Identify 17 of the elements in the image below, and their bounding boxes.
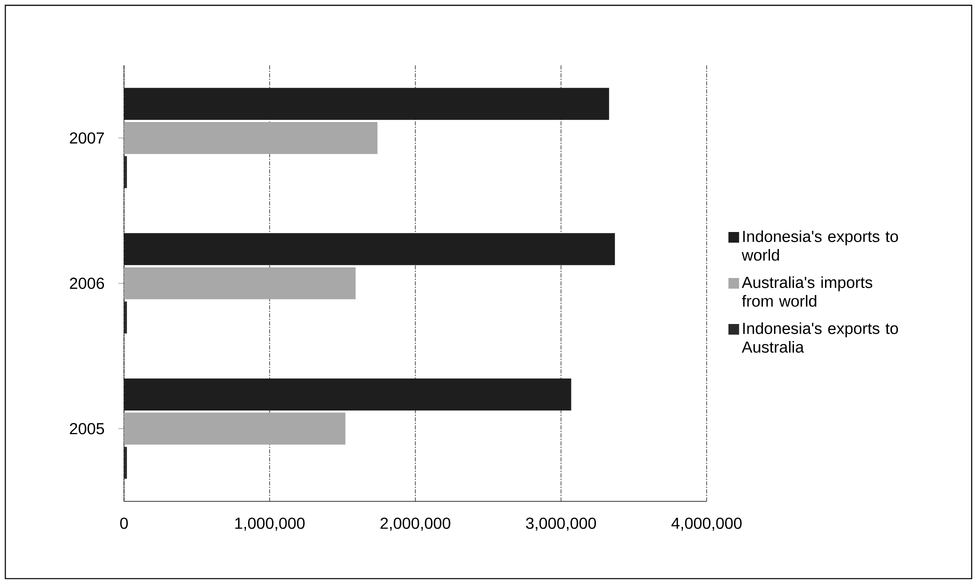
- legend-label: Australia's imports from world: [742, 276, 872, 307]
- x-tick-label: 3,000,000: [526, 518, 596, 531]
- y-tick-label: 2006: [70, 278, 104, 289]
- bar: [124, 378, 572, 410]
- bar: [124, 88, 610, 120]
- x-tick-label: 1,000,000: [235, 518, 305, 531]
- legend-label: Indonesia's exports to world: [742, 230, 898, 261]
- x-tick-label: 4,000,000: [671, 518, 742, 531]
- y-tick-label: 2007: [70, 132, 104, 144]
- bar: [124, 412, 346, 445]
- bar: [124, 122, 378, 154]
- x-tick-label: 0: [120, 518, 128, 529]
- bar: [124, 233, 615, 266]
- y-tick-label: 2005: [70, 423, 104, 434]
- bar: [124, 267, 356, 300]
- x-tick-label: 2,000,000: [380, 518, 450, 531]
- legend-label: Indonesia's exports to Australia: [742, 322, 898, 353]
